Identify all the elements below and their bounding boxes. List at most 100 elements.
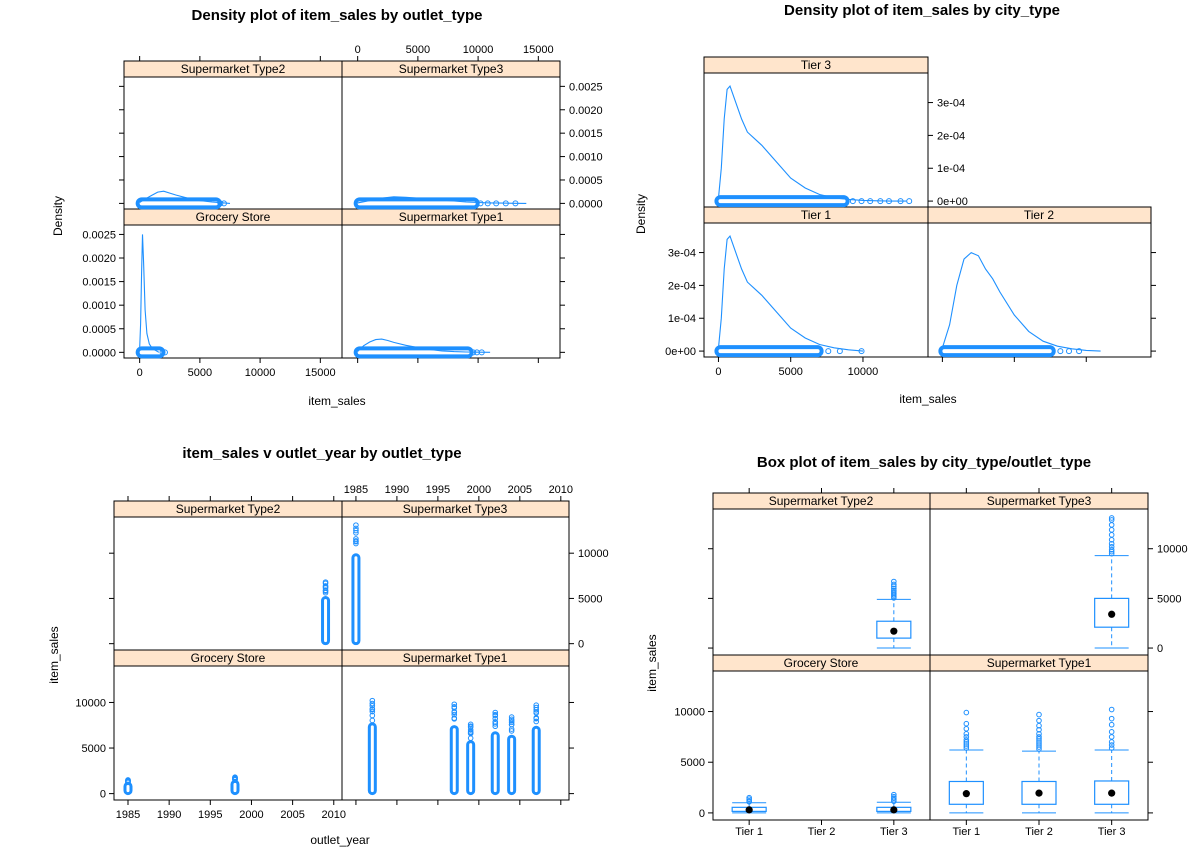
data-points-column xyxy=(230,779,240,796)
box-outlier xyxy=(963,725,970,732)
x-tick-label: 1990 xyxy=(157,809,181,821)
chart-4-title: Box plot of item_sales by city_type/outl… xyxy=(757,454,1091,471)
strip-label-grocery-store: Grocery Store xyxy=(191,651,266,665)
y-tick-label: 0.0000 xyxy=(82,347,116,359)
panel-frame xyxy=(341,665,570,801)
panel-grocery-store: Grocery Store xyxy=(113,649,343,801)
box-outlier xyxy=(1036,746,1042,752)
box-outlier xyxy=(1036,726,1042,733)
chart-2-y-axis-label: Density xyxy=(634,194,648,234)
panel-frame xyxy=(712,508,931,656)
box-outlier xyxy=(1036,744,1042,750)
y-tick-label: 5000 xyxy=(578,593,602,605)
x-tick-label-tier-3: Tier 3 xyxy=(1098,826,1126,838)
data-point xyxy=(858,198,865,205)
panel-frame xyxy=(929,508,1149,656)
data-point xyxy=(353,538,359,545)
y-tick-label: 10000 xyxy=(1157,544,1188,556)
data-point xyxy=(478,349,485,356)
panel-supermarket-type3: Supermarket Type3 xyxy=(929,492,1149,656)
x-tick-label: 10000 xyxy=(245,367,276,379)
box-outlier xyxy=(1108,706,1115,713)
panel-tier-1: Tier 1 xyxy=(703,206,929,358)
strip-label-supermarket-type3: Supermarket Type3 xyxy=(987,494,1092,508)
box-outlier xyxy=(1108,729,1115,735)
x-tick-label: 2000 xyxy=(239,809,263,821)
box-outlier xyxy=(1036,740,1042,746)
data-point xyxy=(492,719,499,725)
y-tick-label: 1e-04 xyxy=(668,313,696,325)
box-outlier xyxy=(891,581,897,588)
density-curve xyxy=(139,234,160,353)
chart-2-x-axis-label: item_sales xyxy=(899,392,956,406)
data-point xyxy=(353,522,359,528)
box-outlier xyxy=(1036,717,1042,724)
x-tick-label: 0 xyxy=(715,366,721,378)
data-point xyxy=(825,348,832,355)
box-outlier xyxy=(963,731,970,737)
panel-supermarket-type1: Supermarket Type1 xyxy=(929,654,1149,821)
box-outlier xyxy=(1108,532,1115,538)
data-points-band xyxy=(938,345,1056,358)
data-points-band xyxy=(135,197,222,210)
box-outlier xyxy=(963,734,970,740)
x-tick-label-tier-2: Tier 2 xyxy=(1025,826,1053,838)
x-tick-label: 2005 xyxy=(280,809,304,821)
box-outlier xyxy=(1108,734,1115,740)
box-outlier xyxy=(963,737,970,743)
data-point xyxy=(353,530,359,536)
y-tick-label: 0 xyxy=(578,639,584,651)
chart-3-scatter-by-outlet-type: item_sales v outlet_year by outlet_type … xyxy=(47,445,609,847)
panel-supermarket-type1: Supermarket Type1 xyxy=(341,649,570,801)
data-points-column xyxy=(507,734,517,796)
box-iqr xyxy=(876,620,912,639)
box-outlier xyxy=(1036,731,1042,737)
box-outlier xyxy=(1108,550,1115,557)
strip-label-tier-1: Tier 1 xyxy=(801,208,832,222)
data-point xyxy=(512,200,519,207)
x-tick-label-tier-1: Tier 1 xyxy=(735,826,763,838)
box-outlier xyxy=(1108,742,1115,748)
data-point xyxy=(451,701,458,708)
panel-frame xyxy=(712,670,931,821)
data-point xyxy=(508,719,515,726)
strip-label-supermarket-type2: Supermarket Type2 xyxy=(769,494,874,508)
y-tick-label: 10000 xyxy=(578,548,609,560)
y-tick-label: 5000 xyxy=(681,757,705,769)
box-outlier xyxy=(1108,543,1115,550)
panel-frame xyxy=(113,665,343,801)
box-outlier xyxy=(891,578,897,585)
data-point xyxy=(159,349,166,356)
data-point xyxy=(353,540,359,547)
y-tick-label: 0.0005 xyxy=(82,324,116,336)
box-outlier xyxy=(746,794,752,801)
y-tick-label: 3e-04 xyxy=(937,98,965,110)
x-tick-label: 5000 xyxy=(778,366,802,378)
data-point xyxy=(369,700,376,707)
data-point xyxy=(533,715,540,721)
data-point xyxy=(467,735,474,741)
strip-label-supermarket-type1: Supermarket Type1 xyxy=(403,651,508,665)
box-outlier xyxy=(891,793,897,800)
density-curve xyxy=(941,251,1101,352)
strip-label-supermarket-type2: Supermarket Type2 xyxy=(176,502,281,516)
x-tick-label: 0 xyxy=(355,44,361,56)
chart-2-title: Density plot of item_sales by city_type xyxy=(784,2,1060,19)
box-outlier xyxy=(1108,527,1115,533)
data-point xyxy=(533,707,540,713)
data-points-column xyxy=(531,725,541,796)
data-point xyxy=(369,706,376,713)
box-outlier xyxy=(1108,517,1115,523)
data-point xyxy=(484,200,491,207)
data-points-band xyxy=(353,346,474,359)
y-tick-label: 0 xyxy=(1157,643,1163,655)
x-tick-label: 1995 xyxy=(426,484,450,496)
x-tick-label: 5000 xyxy=(188,367,212,379)
x-tick-label: 2005 xyxy=(508,484,532,496)
box-outlier xyxy=(891,585,897,592)
strip-label-supermarket-type3: Supermarket Type3 xyxy=(399,62,504,76)
strip-label-supermarket-type1: Supermarket Type1 xyxy=(399,210,504,224)
data-points-band xyxy=(135,346,166,359)
